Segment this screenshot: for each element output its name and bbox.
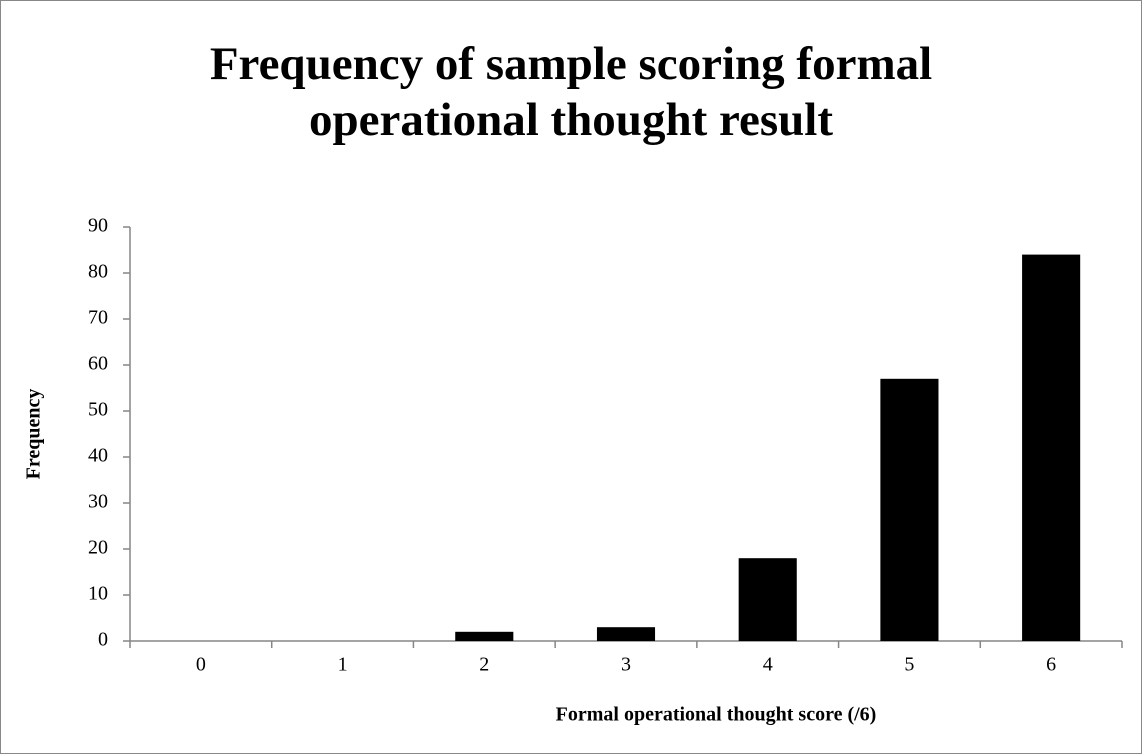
bar — [596, 627, 656, 641]
x-tick-label: 2 — [479, 654, 489, 676]
y-tick-label: 80 — [88, 261, 108, 283]
y-tick-label: 70 — [88, 307, 108, 329]
y-tick-label: 50 — [88, 399, 108, 421]
chart-title: Frequency of sample scoring formal opera… — [209, 38, 933, 146]
x-axis-label: Formal operational thought score (/6) — [556, 704, 877, 726]
y-tick-label: 90 — [88, 215, 108, 237]
y-tick-label: 40 — [88, 445, 108, 467]
y-tick-label: 60 — [88, 353, 108, 375]
x-tick-label: 4 — [763, 654, 773, 676]
bar — [455, 631, 514, 641]
x-tick-label: 0 — [196, 654, 206, 676]
x-tick-label: 3 — [621, 654, 631, 676]
bar — [880, 378, 939, 641]
bar — [1022, 254, 1081, 641]
bar — [738, 558, 797, 641]
y-tick-label: 10 — [88, 583, 108, 605]
x-tick-label: 1 — [338, 654, 348, 676]
y-tick-label: 30 — [88, 491, 108, 513]
y-tick-label: 20 — [88, 537, 108, 559]
x-tick-label: 5 — [904, 654, 914, 676]
y-tick-label: 0 — [98, 629, 108, 651]
x-tick-label: 6 — [1046, 654, 1056, 676]
y-axis-label: Frequency — [23, 389, 45, 480]
